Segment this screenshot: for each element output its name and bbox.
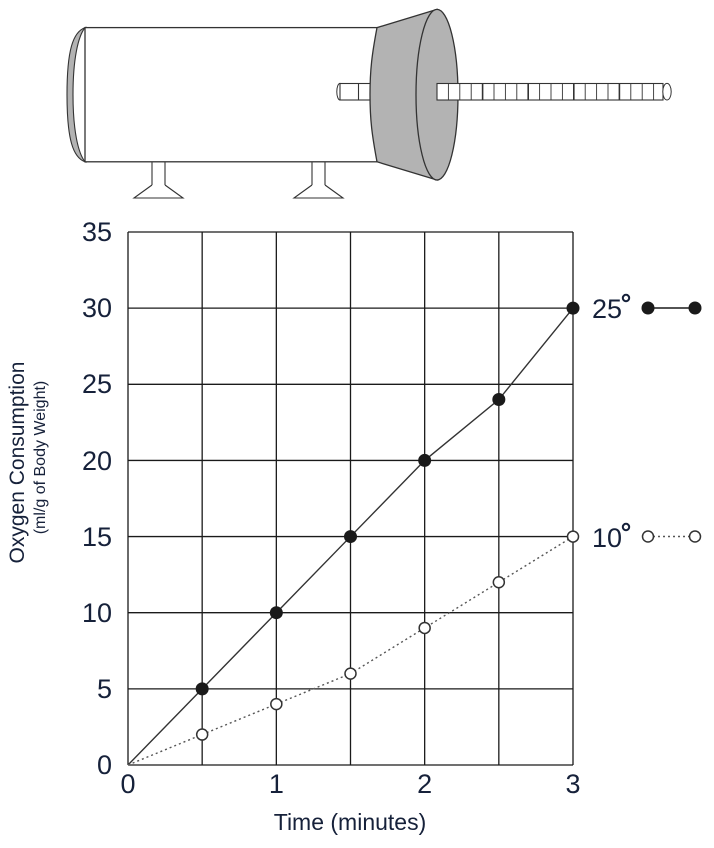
svg-text:1: 1 (269, 769, 284, 799)
svg-text:0: 0 (120, 769, 135, 799)
svg-text:35: 35 (82, 217, 112, 247)
svg-text:25: 25 (82, 369, 112, 399)
svg-text:Time (minutes): Time (minutes) (274, 809, 427, 835)
svg-text:15: 15 (82, 522, 112, 552)
svg-text:10: 10 (592, 523, 622, 553)
svg-text:5: 5 (97, 674, 112, 704)
svg-text:25: 25 (592, 294, 622, 324)
svg-text:0: 0 (97, 750, 112, 780)
svg-text:2: 2 (417, 769, 432, 799)
svg-text:30: 30 (82, 293, 112, 323)
svg-text:3: 3 (565, 769, 580, 799)
svg-text:10: 10 (82, 598, 112, 628)
svg-text:20: 20 (82, 446, 112, 476)
